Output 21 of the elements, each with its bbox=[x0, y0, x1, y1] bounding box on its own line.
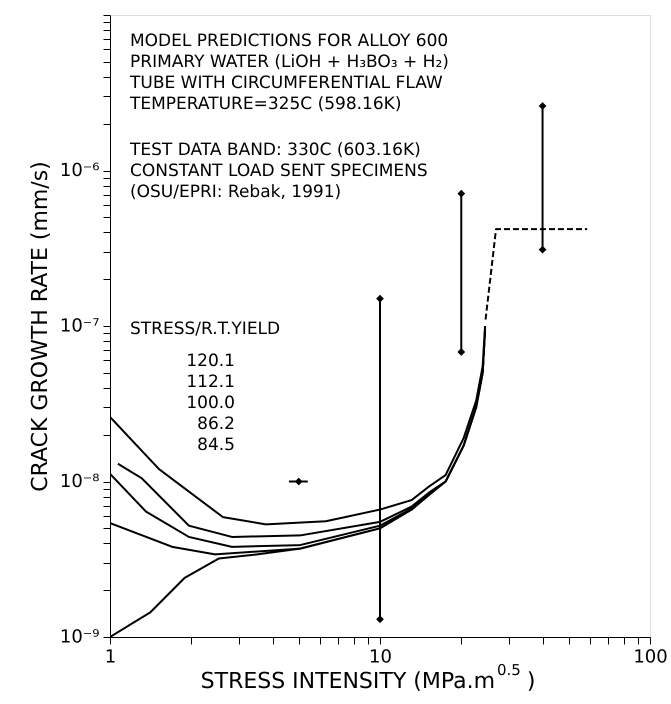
y-tick-label: 10⁻⁸ bbox=[60, 471, 100, 492]
annotation: TUBE WITH CIRCUMFERENTIAL FLAW bbox=[129, 73, 443, 93]
annotation: 84.5 bbox=[197, 435, 235, 455]
x-tick-label: 10 bbox=[369, 646, 392, 668]
annotation: 100.0 bbox=[186, 393, 235, 413]
x-tick-label: 100 bbox=[633, 646, 668, 668]
annotation: (OSU/EPRI: Rebak, 1991) bbox=[130, 182, 342, 202]
y-tick-label: 10⁻⁹ bbox=[60, 626, 100, 648]
annotation: 112.1 bbox=[186, 372, 235, 392]
annotation: MODEL PREDICTIONS FOR ALLOY 600 bbox=[130, 31, 448, 51]
annotation: PRIMARY WATER (LiOH + H₃BO₃ + H₂) bbox=[130, 52, 449, 72]
annotation: 120.1 bbox=[186, 351, 235, 371]
annotation: STRESS/R.T.YIELD bbox=[130, 319, 280, 339]
y-tick-label: 10⁻⁷ bbox=[60, 316, 100, 336]
y-axis-title: CRACK GROWTH RATE (mm/s) bbox=[28, 161, 53, 492]
annotation: TEST DATA BAND: 330C (603.16K) bbox=[129, 140, 421, 160]
annotation: CONSTANT LOAD SENT SPECIMENS bbox=[130, 161, 428, 181]
annotation: TEMPERATURE=325C (598.16K) bbox=[129, 94, 402, 114]
y-tick-label: 10⁻⁶ bbox=[60, 160, 100, 181]
annotation: 86.2 bbox=[197, 414, 235, 434]
x-tick-label: 1 bbox=[104, 646, 116, 668]
